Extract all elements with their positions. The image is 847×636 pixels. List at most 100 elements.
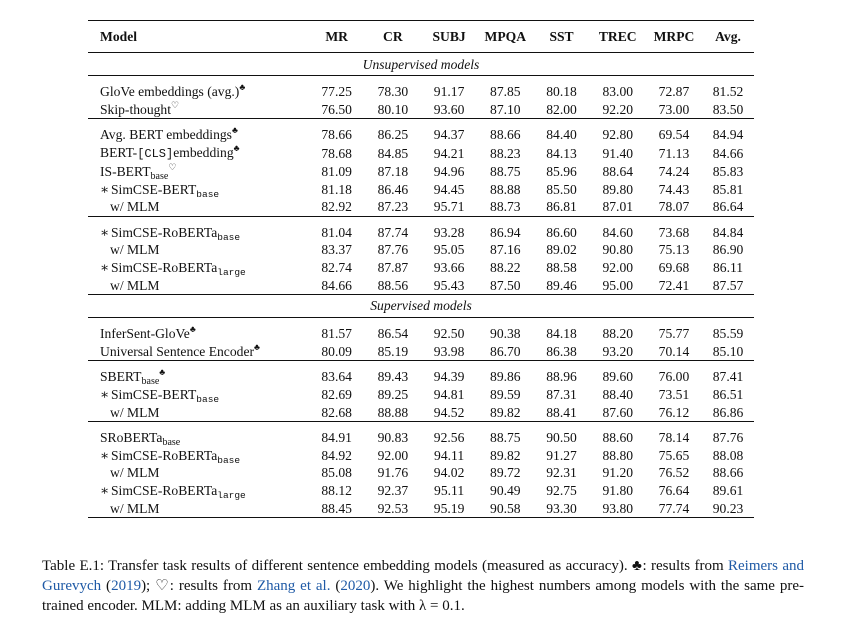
value-avg: 88.66 [712, 465, 744, 481]
value-mr: 85.08 [321, 465, 352, 481]
value-subj: 92.56 [433, 430, 465, 446]
value-sst: 88.41 [546, 404, 577, 420]
value-mrpc: 73.51 [658, 387, 690, 403]
value-trec: 93.20 [602, 343, 634, 359]
value-avg: 86.11 [712, 260, 744, 276]
star-icon: ∗ [100, 181, 110, 197]
model-name: Skip-thought♡ [100, 99, 180, 117]
heart-icon: ♡ [155, 578, 170, 594]
citation-link[interactable]: Zhang et al. [256, 578, 331, 594]
header-cr: CR [364, 20, 421, 53]
value-mr: 78.66 [321, 127, 352, 143]
value-mr: 80.09 [321, 343, 352, 359]
model-name: w/ MLM [110, 465, 160, 481]
value-mpqa: 87.50 [490, 277, 521, 293]
value-sst: 90.50 [546, 430, 577, 446]
table-row: w/ MLM 84.66 88.56 95.43 87.50 89.46 95.00 72.… [88, 276, 754, 294]
star-icon: ∗ [100, 447, 110, 463]
value-trec: 93.80 [589, 499, 646, 518]
header-sst: SST [533, 20, 590, 53]
value-trec: 90.80 [602, 242, 634, 258]
value-mpqa: 90.58 [477, 499, 534, 518]
value-mrpc: 76.00 [658, 369, 690, 385]
value-mr: 84.92 [321, 447, 352, 463]
value-mrpc: 73.68 [658, 224, 690, 240]
table-row: w/ MLM 82.68 88.88 94.52 89.82 88.41 87.60 76.… [88, 403, 754, 421]
value-avg: 83.50 [712, 101, 744, 117]
value-mrpc: 71.13 [658, 145, 690, 161]
model-name: ∗ SimCSE-BERTbase [100, 181, 220, 200]
model-name: w/ MLM [88, 499, 309, 518]
citation-link[interactable]: Reimers and Gurevych [42, 558, 804, 594]
value-trec: 88.40 [602, 387, 634, 403]
table-row: IS-BERTbase♡ 81.09 87.18 94.96 88.75 85.96 88… [88, 163, 754, 182]
value-avg: 84.94 [712, 127, 744, 143]
value-avg: 85.81 [712, 181, 744, 197]
value-mrpc: 74.43 [658, 181, 690, 197]
value-mrpc: 75.65 [658, 447, 690, 463]
value-cr: 78.30 [377, 84, 409, 100]
table-row: w/ MLM 88.45 92.53 95.19 90.58 93.30 93.80 77.… [88, 499, 754, 518]
model-name: w/ MLM [110, 199, 160, 215]
value-sst: 84.18 [546, 326, 577, 342]
table-row: w/ MLM 82.92 87.23 95.71 88.73 86.81 87.01 78.… [88, 198, 754, 216]
club-icon: ♣ [233, 142, 240, 153]
header-row: Model MR CR SUBJ MPQA SST TREC MRPC Avg. [88, 20, 754, 53]
value-mpqa: 87.85 [490, 84, 521, 100]
header-mrpc: MRPC [645, 20, 703, 53]
value-mr: 84.91 [321, 430, 352, 446]
value-sst: 89.02 [546, 242, 577, 258]
table-row: w/ MLM 83.37 87.76 95.05 87.16 89.02 90.80 75.… [88, 241, 754, 259]
value-mrpc: 78.14 [658, 430, 690, 446]
value-mr: 81.04 [321, 224, 352, 240]
value-trec: 91.80 [602, 482, 634, 498]
model-name: Avg. BERT embeddings♣ [100, 125, 238, 143]
value-mr: 81.09 [321, 164, 352, 180]
value-subj: 94.96 [433, 164, 465, 180]
value-mrpc: 70.14 [658, 343, 690, 359]
model-name: ∗ SimCSE-RoBERTalarge [100, 260, 246, 279]
value-subj: 95.11 [434, 482, 465, 498]
value-mr: 83.37 [321, 242, 352, 258]
club-icon: ♣ [159, 367, 166, 378]
value-avg: 88.08 [712, 447, 744, 463]
header-model: Model [88, 20, 309, 53]
value-avg: 87.57 [712, 277, 744, 293]
value-subj: 95.71 [433, 199, 465, 215]
table-row: Universal Sentence Encoder♣ 80.09 85.19 93… [88, 341, 754, 361]
value-cr: 87.23 [377, 199, 409, 215]
model-name: SBERTbase♣ [100, 367, 166, 388]
citation-year-link[interactable]: 2019 [111, 578, 142, 594]
value-mrpc: 72.41 [658, 277, 690, 293]
value-cr: 90.83 [377, 430, 409, 446]
value-sst: 82.00 [546, 101, 577, 117]
header-avg: Avg. [702, 20, 754, 53]
citation-year-link[interactable]: 2020 [340, 578, 371, 594]
value-sst: 89.46 [546, 277, 577, 293]
club-icon: ♣ [254, 341, 260, 352]
value-subj: 94.21 [433, 145, 465, 161]
value-cr: 87.74 [377, 224, 409, 240]
value-avg: 84.84 [712, 224, 744, 240]
club-icon: ♣ [239, 82, 246, 93]
value-mpqa: 88.73 [490, 199, 521, 215]
value-subj: 94.39 [433, 369, 465, 385]
value-subj: 95.43 [433, 277, 465, 293]
table-row: ∗ SimCSE-RoBERTalarge 88.12 92.37 95.11 90.4… [88, 482, 754, 500]
header-trec: TREC [589, 20, 646, 53]
value-mpqa: 89.59 [490, 387, 521, 403]
value-mrpc: 76.64 [658, 482, 690, 498]
value-cr: 91.76 [377, 465, 409, 481]
value-trec: 95.00 [602, 277, 634, 293]
section-title: Unsupervised models [88, 52, 754, 76]
model-name: BERT-[CLS]embedding♣ [100, 142, 240, 161]
table-row: GloVe embeddings (avg.)♣ 77.25 78.30 91.17… [88, 83, 754, 101]
value-subj: 94.11 [434, 447, 465, 463]
model-name: Universal Sentence Encoder♣ [100, 341, 260, 359]
value-mrpc: 69.68 [658, 260, 690, 276]
club-icon: ♣ [632, 558, 643, 574]
header-mr: MR [308, 20, 365, 53]
value-trec: 88.60 [602, 430, 634, 446]
value-subj: 94.02 [433, 465, 465, 481]
value-cr: 86.46 [377, 181, 409, 197]
